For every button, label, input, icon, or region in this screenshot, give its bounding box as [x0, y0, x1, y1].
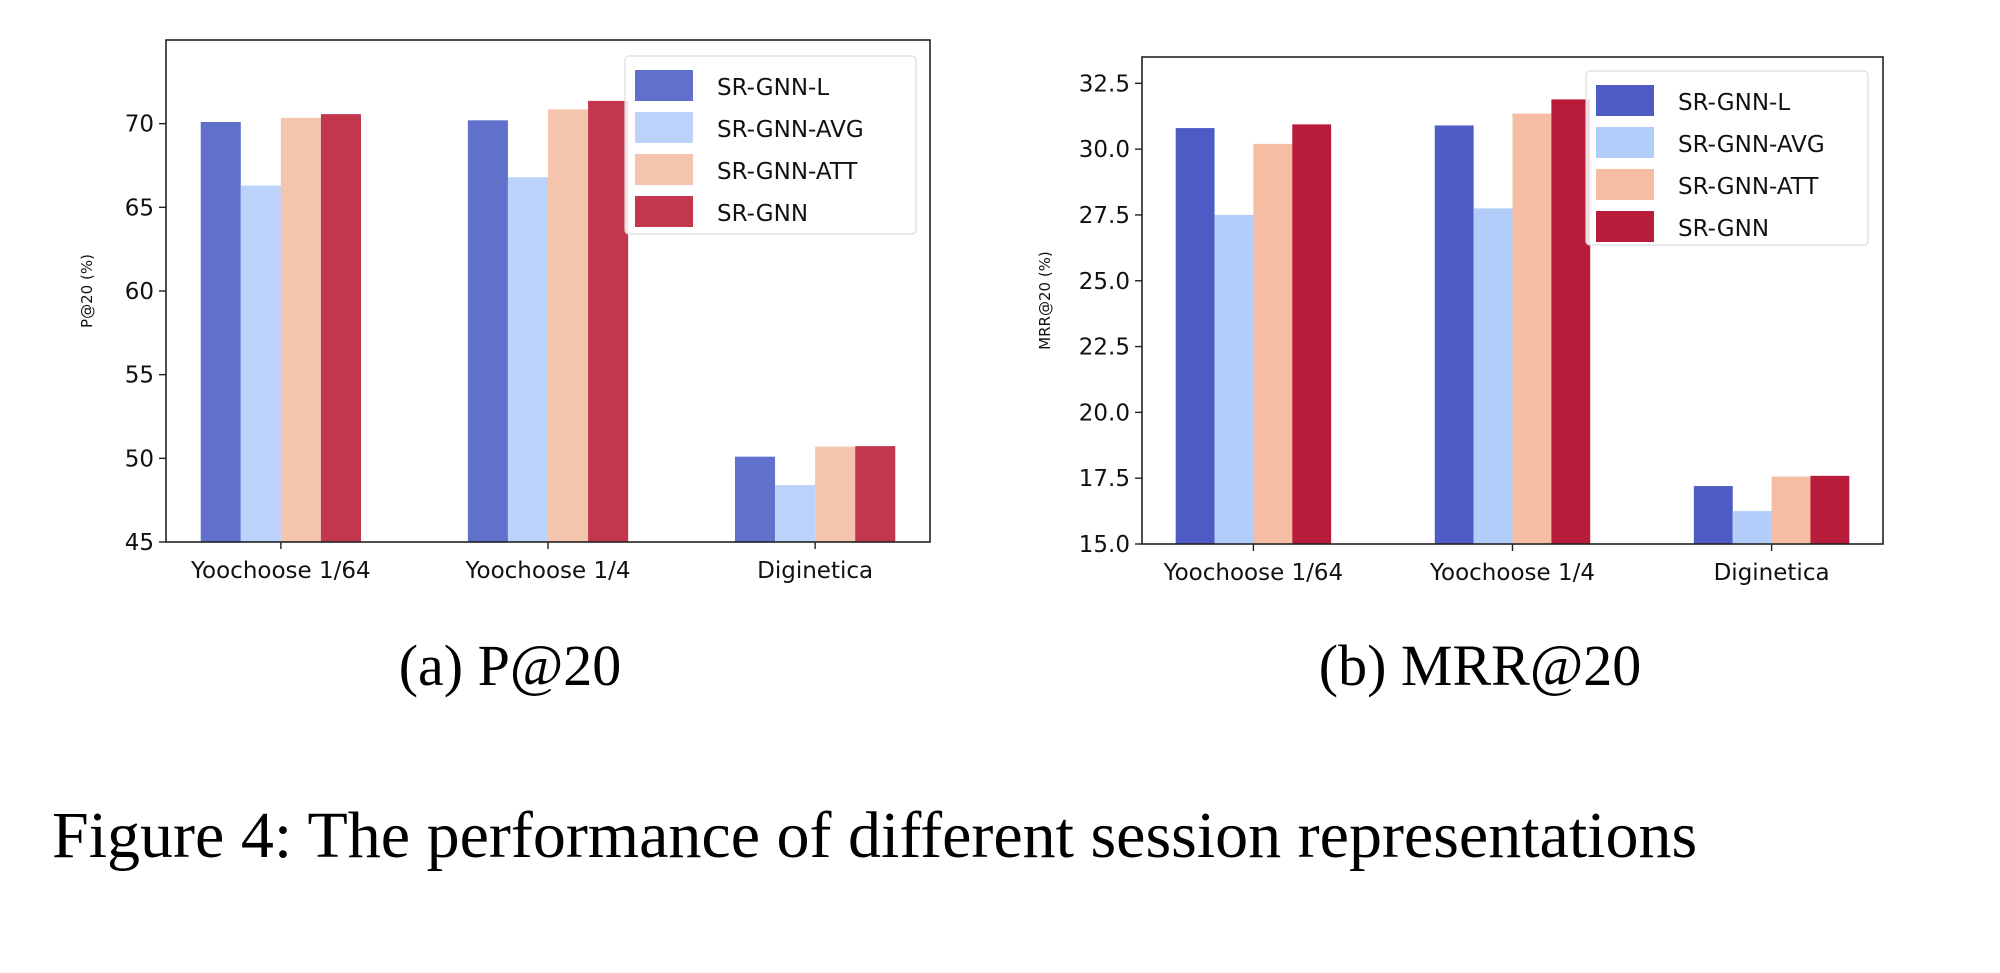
bar-sr-gnn — [1292, 124, 1332, 545]
x-tick-label: Yoochoose 1/4 — [1429, 560, 1595, 586]
legend-swatch — [635, 196, 693, 227]
bar-sr-gnn-att — [1253, 143, 1293, 544]
bar-sr-gnn-l — [1434, 125, 1474, 545]
legend-label: SR-GNN-ATT — [1678, 174, 1819, 200]
bar-sr-gnn — [855, 446, 896, 542]
y-tick-label: 17.5 — [1079, 466, 1130, 492]
y-tick-label: 32.5 — [1079, 71, 1130, 97]
y-tick-label: 30.0 — [1079, 137, 1130, 163]
y-axis-label: MRR@20 (%) — [1036, 251, 1054, 350]
subfigure-caption: (b) MRR@20 — [1319, 633, 1641, 698]
legend-label: SR-GNN — [1678, 216, 1769, 242]
bar-sr-gnn-avg — [1473, 208, 1513, 544]
y-tick-label: 22.5 — [1079, 335, 1130, 361]
x-tick-label: Yoochoose 1/64 — [190, 558, 371, 584]
legend-swatch — [1596, 127, 1654, 158]
figure-caption: Figure 4: The performance of different s… — [52, 799, 1698, 872]
legend-label: SR-GNN — [717, 201, 808, 227]
bar-sr-gnn-avg — [507, 177, 548, 543]
bar-sr-gnn-avg — [1214, 214, 1254, 544]
bar-sr-gnn-avg — [1732, 511, 1772, 544]
bar-sr-gnn-l — [1693, 486, 1733, 544]
bar-sr-gnn-att — [1512, 113, 1552, 545]
bar-sr-gnn-l — [200, 121, 241, 542]
x-tick-label: Yoochoose 1/4 — [465, 558, 631, 584]
y-tick-label: 45 — [125, 530, 154, 556]
y-tick-label: 27.5 — [1079, 203, 1130, 229]
bar-sr-gnn-l — [1175, 128, 1215, 544]
y-tick-label: 50 — [125, 446, 154, 472]
bar-sr-gnn — [588, 100, 629, 542]
y-tick-label: 65 — [125, 195, 154, 221]
y-tick-label: 70 — [125, 112, 154, 138]
legend-label: SR-GNN-L — [717, 75, 829, 101]
y-tick-label: 20.0 — [1079, 400, 1130, 426]
bar-sr-gnn-att — [815, 446, 856, 542]
legend-label: SR-GNN-ATT — [717, 159, 858, 185]
legend-swatch — [1596, 169, 1654, 200]
x-tick-label: Diginetica — [1714, 560, 1830, 586]
legend-box — [624, 55, 917, 235]
x-tick-label: Diginetica — [757, 558, 873, 584]
y-tick-label: 15.0 — [1079, 532, 1130, 558]
legend-swatch — [1596, 211, 1654, 242]
bar-sr-gnn-avg — [775, 485, 816, 542]
legend-swatch — [1596, 85, 1654, 116]
legend-swatch — [635, 154, 693, 185]
x-tick-label: Yoochoose 1/64 — [1163, 560, 1344, 586]
bar-sr-gnn-att — [280, 117, 321, 542]
subfigure-caption: (a) P@20 — [399, 633, 622, 698]
bar-sr-gnn-att — [1771, 476, 1811, 544]
y-axis-label: P@20 (%) — [78, 254, 96, 328]
legend-label: SR-GNN-L — [1678, 90, 1790, 116]
y-tick-label: 55 — [125, 363, 154, 389]
legend-swatch — [635, 112, 693, 143]
bar-sr-gnn — [1810, 475, 1850, 544]
legend-box — [1585, 70, 1869, 246]
legend-swatch — [635, 70, 693, 101]
bar-sr-gnn — [320, 114, 362, 543]
chart-b: 15.0 17.5 20.0 22.5 25.0 27.5 30.0 32.5 Yoochoos… — [1036, 56, 1884, 698]
bar-sr-gnn-avg — [240, 185, 281, 542]
bar-sr-gnn-l — [467, 120, 508, 542]
bar-sr-gnn-att — [548, 109, 589, 543]
y-tick-label: 60 — [125, 279, 154, 305]
chart-a: 45 50 55 60 65 70 Yoochoose 1/64 Yoochoose 1/4 D… — [78, 39, 931, 698]
bar-sr-gnn — [1551, 99, 1591, 544]
legend-label: SR-GNN-AVG — [717, 117, 864, 143]
legend-label: SR-GNN-AVG — [1678, 132, 1825, 158]
y-tick-label: 25.0 — [1079, 269, 1130, 295]
bar-sr-gnn-l — [734, 456, 776, 542]
